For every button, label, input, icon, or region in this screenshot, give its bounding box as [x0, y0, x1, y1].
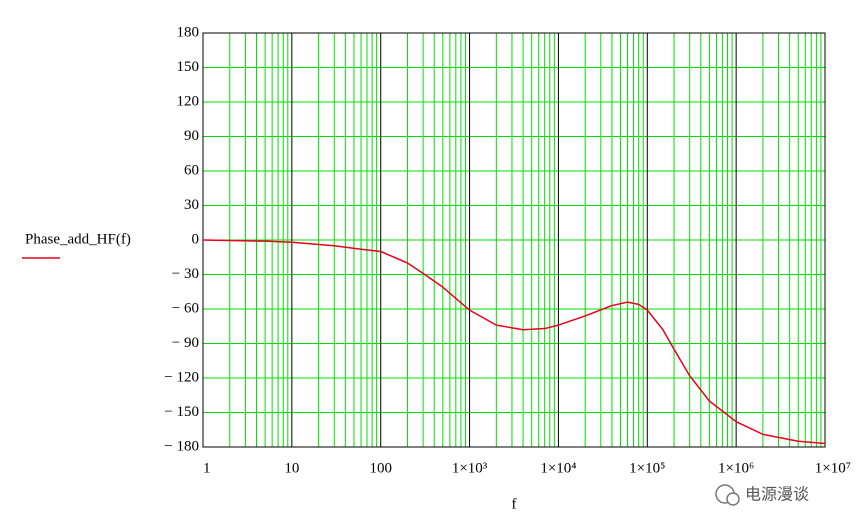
y-tick-label: 30: [184, 197, 199, 213]
y-tick-label: − 180: [164, 438, 199, 454]
grid: [202, 32, 826, 448]
x-tick-label: 10: [284, 460, 299, 476]
y-tick-label: 180: [177, 24, 200, 40]
x-tick-label: 1: [203, 460, 211, 476]
watermark-icon: [715, 484, 740, 506]
y-tick-label: − 150: [164, 404, 199, 420]
x-axis-label: f: [512, 496, 517, 512]
x-tick-label: 1×10⁴: [540, 460, 576, 476]
watermark: 电源漫谈: [745, 485, 809, 504]
x-tick-label: 1×10⁵: [629, 460, 665, 476]
y-tick-label: 60: [184, 162, 199, 178]
y-tick-label: − 90: [172, 335, 199, 351]
y-tick-label: 150: [177, 59, 200, 75]
y-tick-label: 120: [177, 93, 200, 109]
x-tick-label: 100: [369, 460, 392, 476]
legend-label: Phase_add_HF(f): [25, 231, 131, 247]
x-tick-label: 1×10⁷: [815, 460, 851, 476]
y-tick-label: − 60: [172, 300, 199, 316]
y-tick-label: − 120: [164, 369, 199, 385]
y-tick-label: − 30: [172, 266, 199, 282]
y-tick-label: 0: [192, 231, 200, 247]
x-tick-label: 1×10⁶: [718, 460, 754, 476]
y-tick-label: 90: [184, 128, 199, 144]
data-line: [202, 239, 826, 445]
x-tick-label: 1×10³: [452, 460, 488, 476]
